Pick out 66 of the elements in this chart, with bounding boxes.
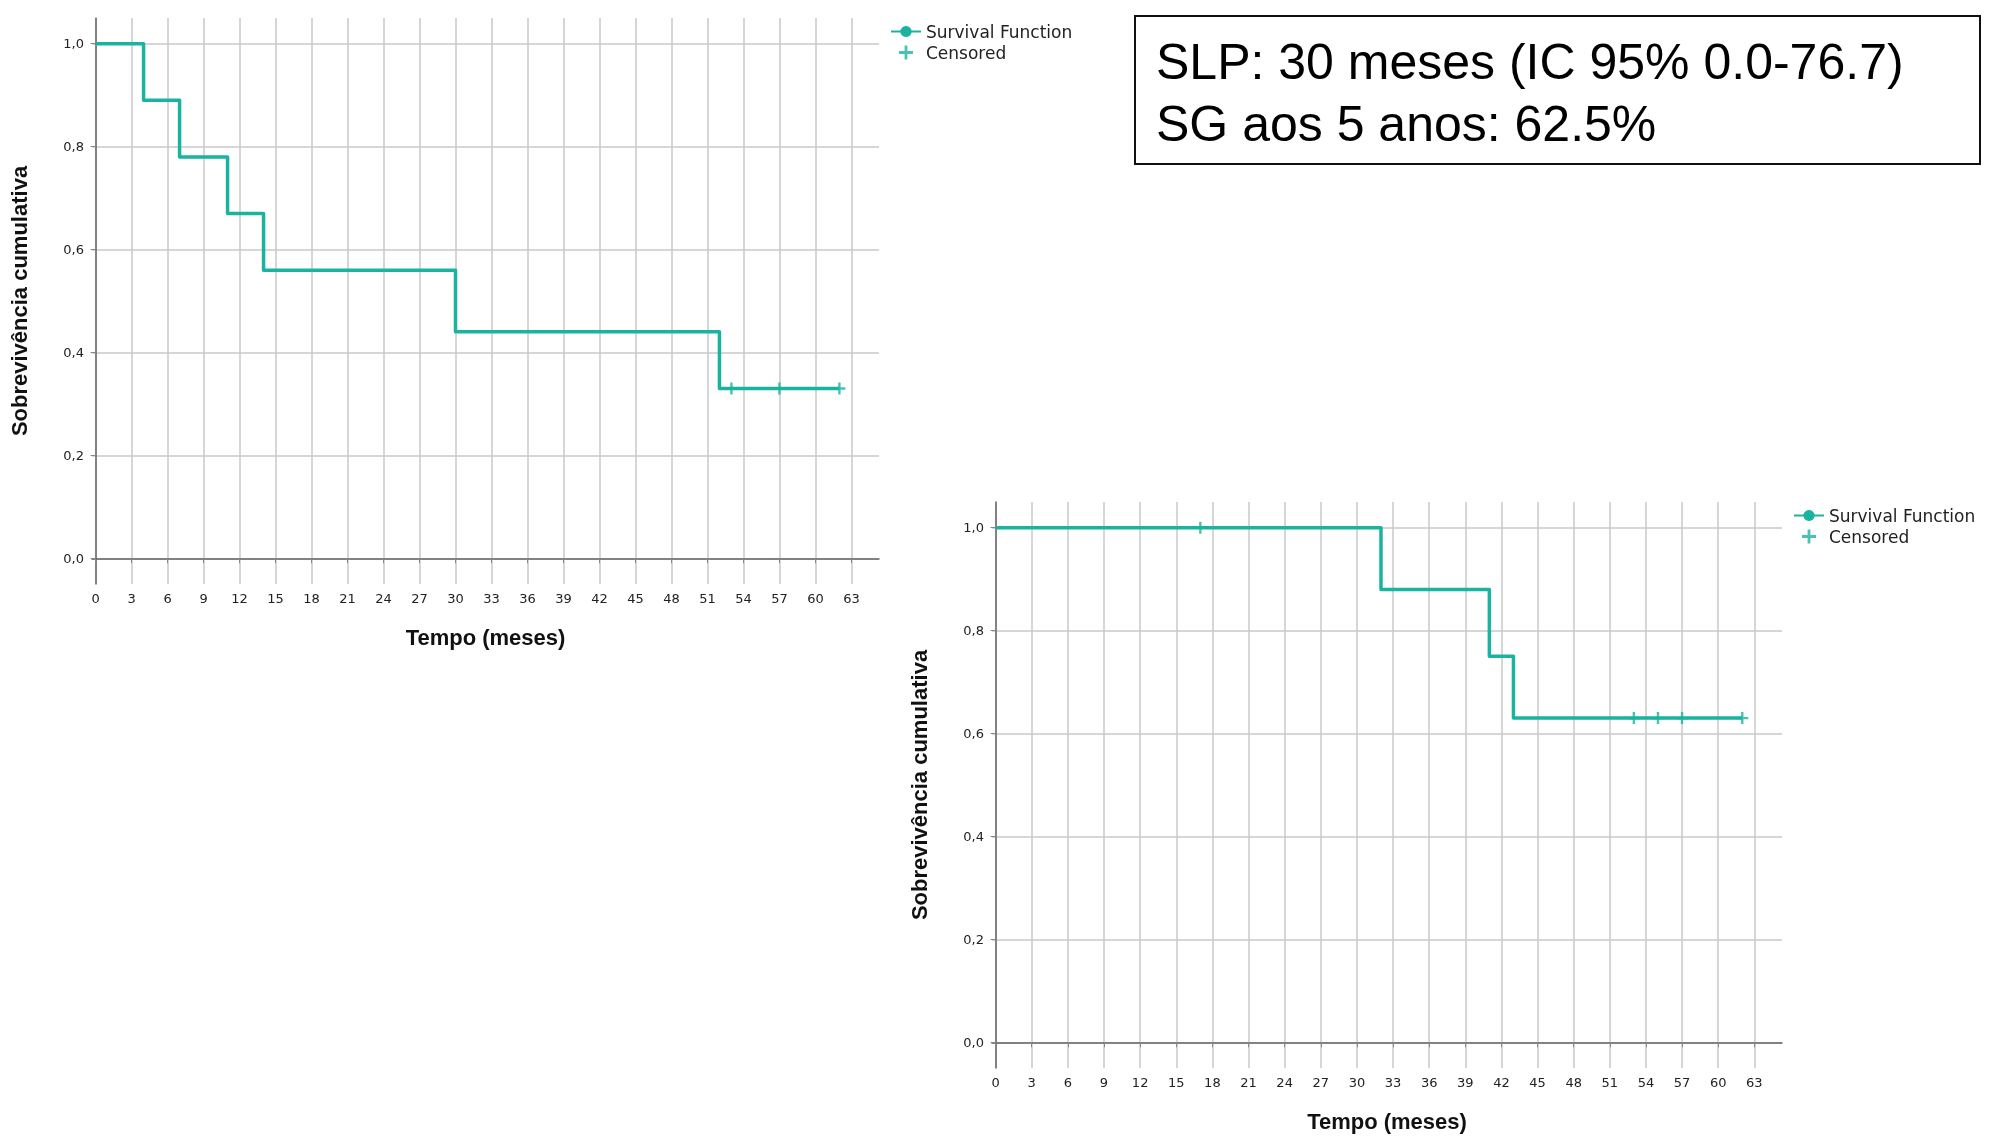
x-tick-label: 0 bbox=[91, 591, 100, 606]
y-axis-title: Sobrevivência cumulativa bbox=[6, 165, 32, 437]
x-tick-label: 12 bbox=[231, 591, 248, 606]
legend-label: Censored bbox=[1829, 526, 1910, 547]
x-tick-label: 12 bbox=[1131, 1075, 1149, 1090]
x-axis-title: Tempo (meses) bbox=[405, 624, 566, 650]
x-axis-title: Tempo (meses) bbox=[1307, 1108, 1467, 1134]
y-tick-label: 0,4 bbox=[963, 828, 984, 844]
x-tick-label: 54 bbox=[1637, 1075, 1655, 1090]
x-tick-label: 33 bbox=[1384, 1075, 1402, 1090]
x-tick-label: 30 bbox=[447, 591, 464, 606]
x-tick-label: 39 bbox=[555, 591, 572, 606]
x-tick-label: 36 bbox=[1420, 1075, 1438, 1090]
y-tick-label: 0,2 bbox=[63, 447, 84, 463]
y-tick-label: 1,0 bbox=[963, 520, 984, 536]
x-tick-label: 57 bbox=[1673, 1075, 1691, 1090]
y-tick-label: 0,6 bbox=[63, 242, 84, 258]
x-tick-label: 60 bbox=[1709, 1075, 1727, 1090]
x-tick-label: 45 bbox=[627, 591, 644, 606]
x-tick-label: 6 bbox=[163, 591, 172, 606]
x-tick-label: 63 bbox=[843, 591, 860, 606]
legend-label: Censored bbox=[926, 42, 1007, 63]
x-tick-label: 15 bbox=[267, 591, 284, 606]
x-tick-label: 15 bbox=[1167, 1075, 1185, 1090]
y-tick-label: 0,2 bbox=[963, 931, 984, 947]
x-tick-label: 60 bbox=[807, 591, 824, 606]
y-tick-label: 0,6 bbox=[963, 726, 984, 742]
y-tick-label: 0,0 bbox=[963, 1034, 984, 1050]
x-tick-label: 48 bbox=[663, 591, 680, 606]
x-tick-label: 51 bbox=[1601, 1075, 1619, 1090]
x-tick-label: 45 bbox=[1529, 1075, 1546, 1090]
x-tick-label: 27 bbox=[1312, 1075, 1330, 1090]
x-tick-label: 63 bbox=[1746, 1075, 1763, 1090]
text: SLP: 30 meses (IC 95% 0.0-76.7) bbox=[1156, 33, 1905, 92]
legend-label: Survival Function bbox=[926, 21, 1073, 42]
x-tick-label: 21 bbox=[1240, 1075, 1257, 1090]
x-tick-label: 24 bbox=[375, 591, 392, 606]
x-tick-label: 39 bbox=[1457, 1075, 1474, 1090]
x-tick-label: 3 bbox=[127, 591, 136, 606]
legend-label: Survival Function bbox=[1829, 505, 1976, 526]
y-tick-label: 0,0 bbox=[63, 550, 84, 566]
x-tick-label: 6 bbox=[1063, 1075, 1073, 1090]
y-tick-label: 0,8 bbox=[963, 623, 984, 639]
y-tick-label: 0,8 bbox=[63, 139, 84, 155]
x-tick-label: 36 bbox=[519, 591, 536, 606]
y-axis-title: Sobrevivência cumulativa bbox=[906, 649, 932, 921]
x-tick-label: 24 bbox=[1276, 1075, 1293, 1090]
x-tick-label: 42 bbox=[1493, 1075, 1510, 1090]
x-tick-label: 3 bbox=[1027, 1075, 1036, 1090]
x-tick-label: 51 bbox=[699, 591, 716, 606]
x-tick-label: 18 bbox=[1204, 1075, 1221, 1090]
x-tick-label: 54 bbox=[735, 591, 752, 606]
x-tick-label: 18 bbox=[303, 591, 320, 606]
x-tick-label: 33 bbox=[483, 591, 500, 606]
x-tick-label: 57 bbox=[771, 591, 788, 606]
x-tick-label: 21 bbox=[339, 591, 356, 606]
x-tick-label: 27 bbox=[411, 591, 428, 606]
y-tick-label: 0,4 bbox=[63, 344, 84, 360]
y-tick-label: 1,0 bbox=[63, 36, 84, 52]
x-tick-label: 9 bbox=[1099, 1075, 1109, 1090]
x-tick-label: 42 bbox=[591, 591, 608, 606]
x-tick-label: 0 bbox=[991, 1075, 1000, 1090]
x-tick-label: 48 bbox=[1565, 1075, 1582, 1090]
x-tick-label: 30 bbox=[1348, 1075, 1366, 1090]
x-tick-label: 9 bbox=[199, 591, 208, 606]
text: SG aos 5 anos: 62.5% bbox=[1156, 95, 1658, 154]
